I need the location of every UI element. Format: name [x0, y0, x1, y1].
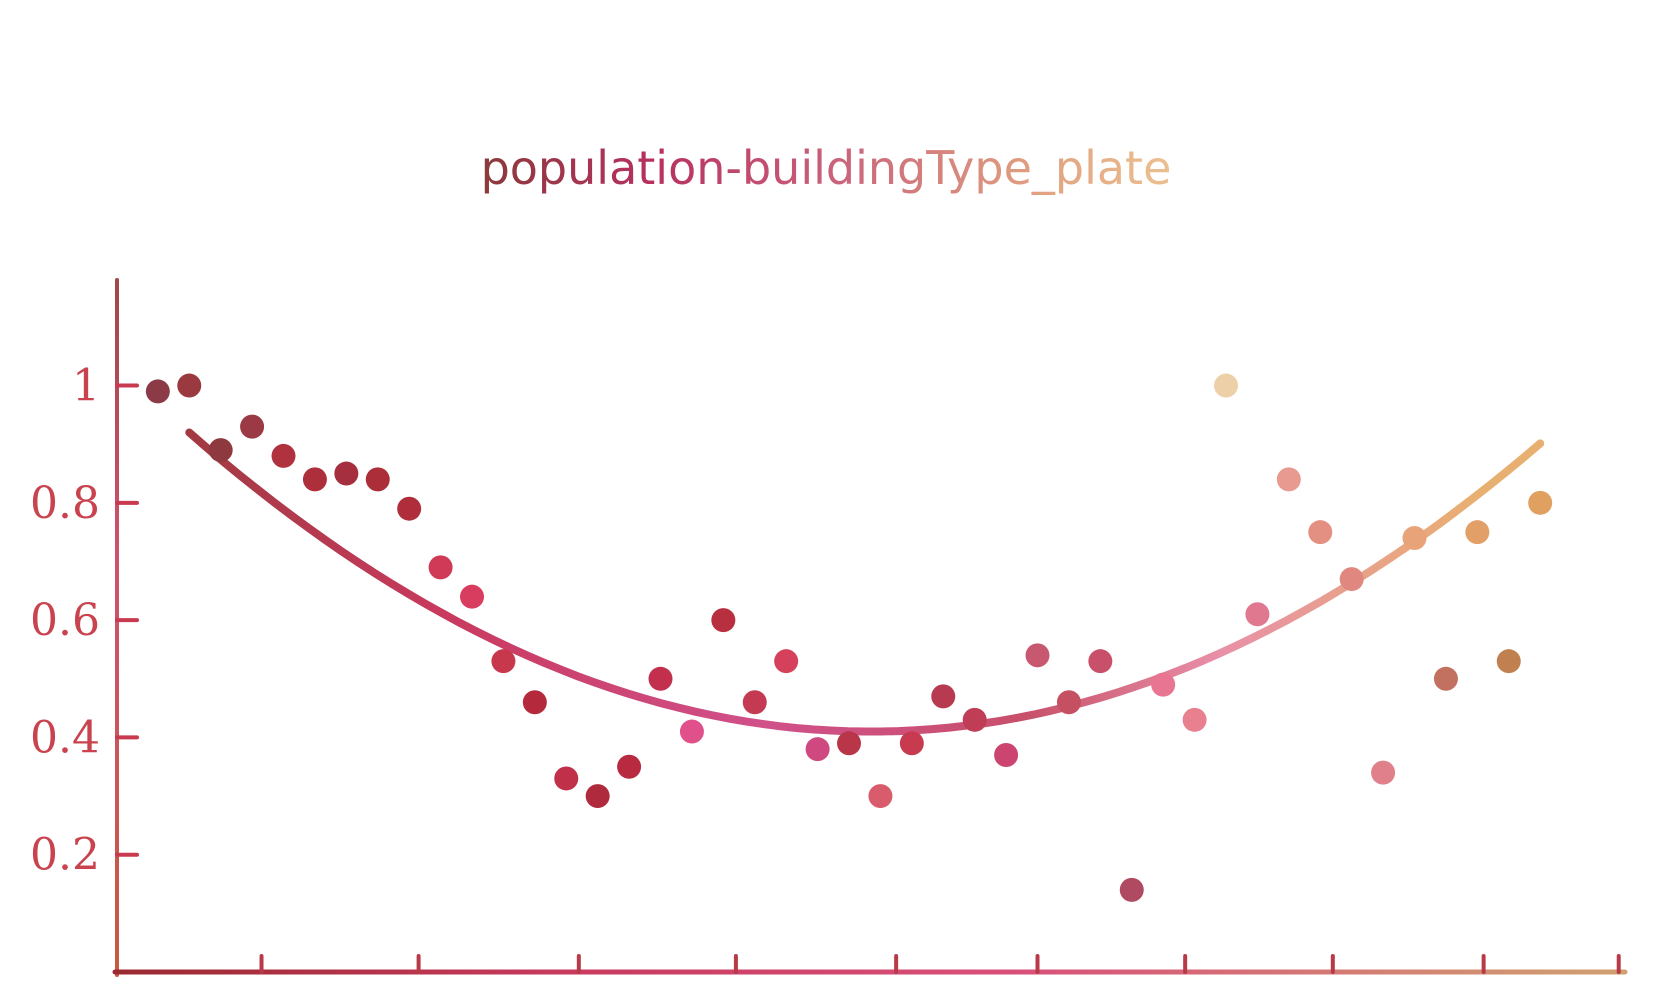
- data-point: [428, 555, 453, 580]
- data-point: [145, 379, 170, 404]
- data-point: [648, 666, 673, 691]
- data-point: [899, 731, 924, 756]
- data-point: [554, 766, 579, 791]
- chart-title: population-buildingType_plate: [481, 141, 1172, 195]
- y-tick-label: 1: [72, 361, 100, 412]
- data-point: [177, 373, 202, 398]
- data-point: [585, 784, 610, 809]
- data-point: [271, 443, 296, 468]
- scatter-points: [145, 373, 1553, 902]
- data-point: [774, 649, 799, 674]
- data-point: [1214, 373, 1239, 398]
- data-point: [1025, 643, 1050, 668]
- data-point: [1308, 520, 1333, 545]
- data-point: [491, 649, 516, 674]
- data-point: [711, 608, 736, 633]
- data-point: [868, 784, 893, 809]
- axes: [112, 278, 1628, 977]
- y-tick-label: 0.4: [30, 712, 100, 763]
- data-point: [522, 690, 547, 715]
- data-point: [365, 467, 390, 492]
- data-point: [302, 467, 327, 492]
- data-point: [240, 414, 265, 439]
- data-point: [1433, 666, 1458, 691]
- data-point: [334, 461, 359, 486]
- x-ticks: [259, 954, 1621, 974]
- trend-line: [185, 428, 1545, 736]
- data-point: [931, 684, 956, 709]
- data-point: [1496, 649, 1521, 674]
- y-tick-label: 0.6: [30, 595, 100, 646]
- data-point: [679, 719, 704, 744]
- data-point: [1245, 602, 1270, 627]
- data-point: [962, 707, 987, 732]
- data-point: [1528, 490, 1553, 515]
- data-point: [1088, 649, 1113, 674]
- data-point: [1276, 467, 1301, 492]
- data-point: [994, 743, 1019, 768]
- data-point: [837, 731, 862, 756]
- data-point: [805, 737, 830, 762]
- y-tick-label: 0.8: [30, 478, 100, 529]
- data-point: [1119, 877, 1144, 902]
- y-ticks: 0.2 0.4 0.6 0.8 1: [30, 361, 139, 881]
- data-point: [617, 754, 642, 779]
- data-point: [460, 584, 485, 609]
- data-point: [1402, 526, 1427, 551]
- data-point: [397, 496, 422, 521]
- data-point: [1371, 760, 1396, 785]
- data-point: [1339, 567, 1364, 592]
- data-point: [1465, 520, 1490, 545]
- y-tick-label: 0.2: [30, 830, 100, 881]
- data-point: [1056, 690, 1081, 715]
- data-point: [208, 438, 233, 463]
- data-point: [742, 690, 767, 715]
- data-point: [1182, 707, 1207, 732]
- data-point: [1151, 672, 1176, 697]
